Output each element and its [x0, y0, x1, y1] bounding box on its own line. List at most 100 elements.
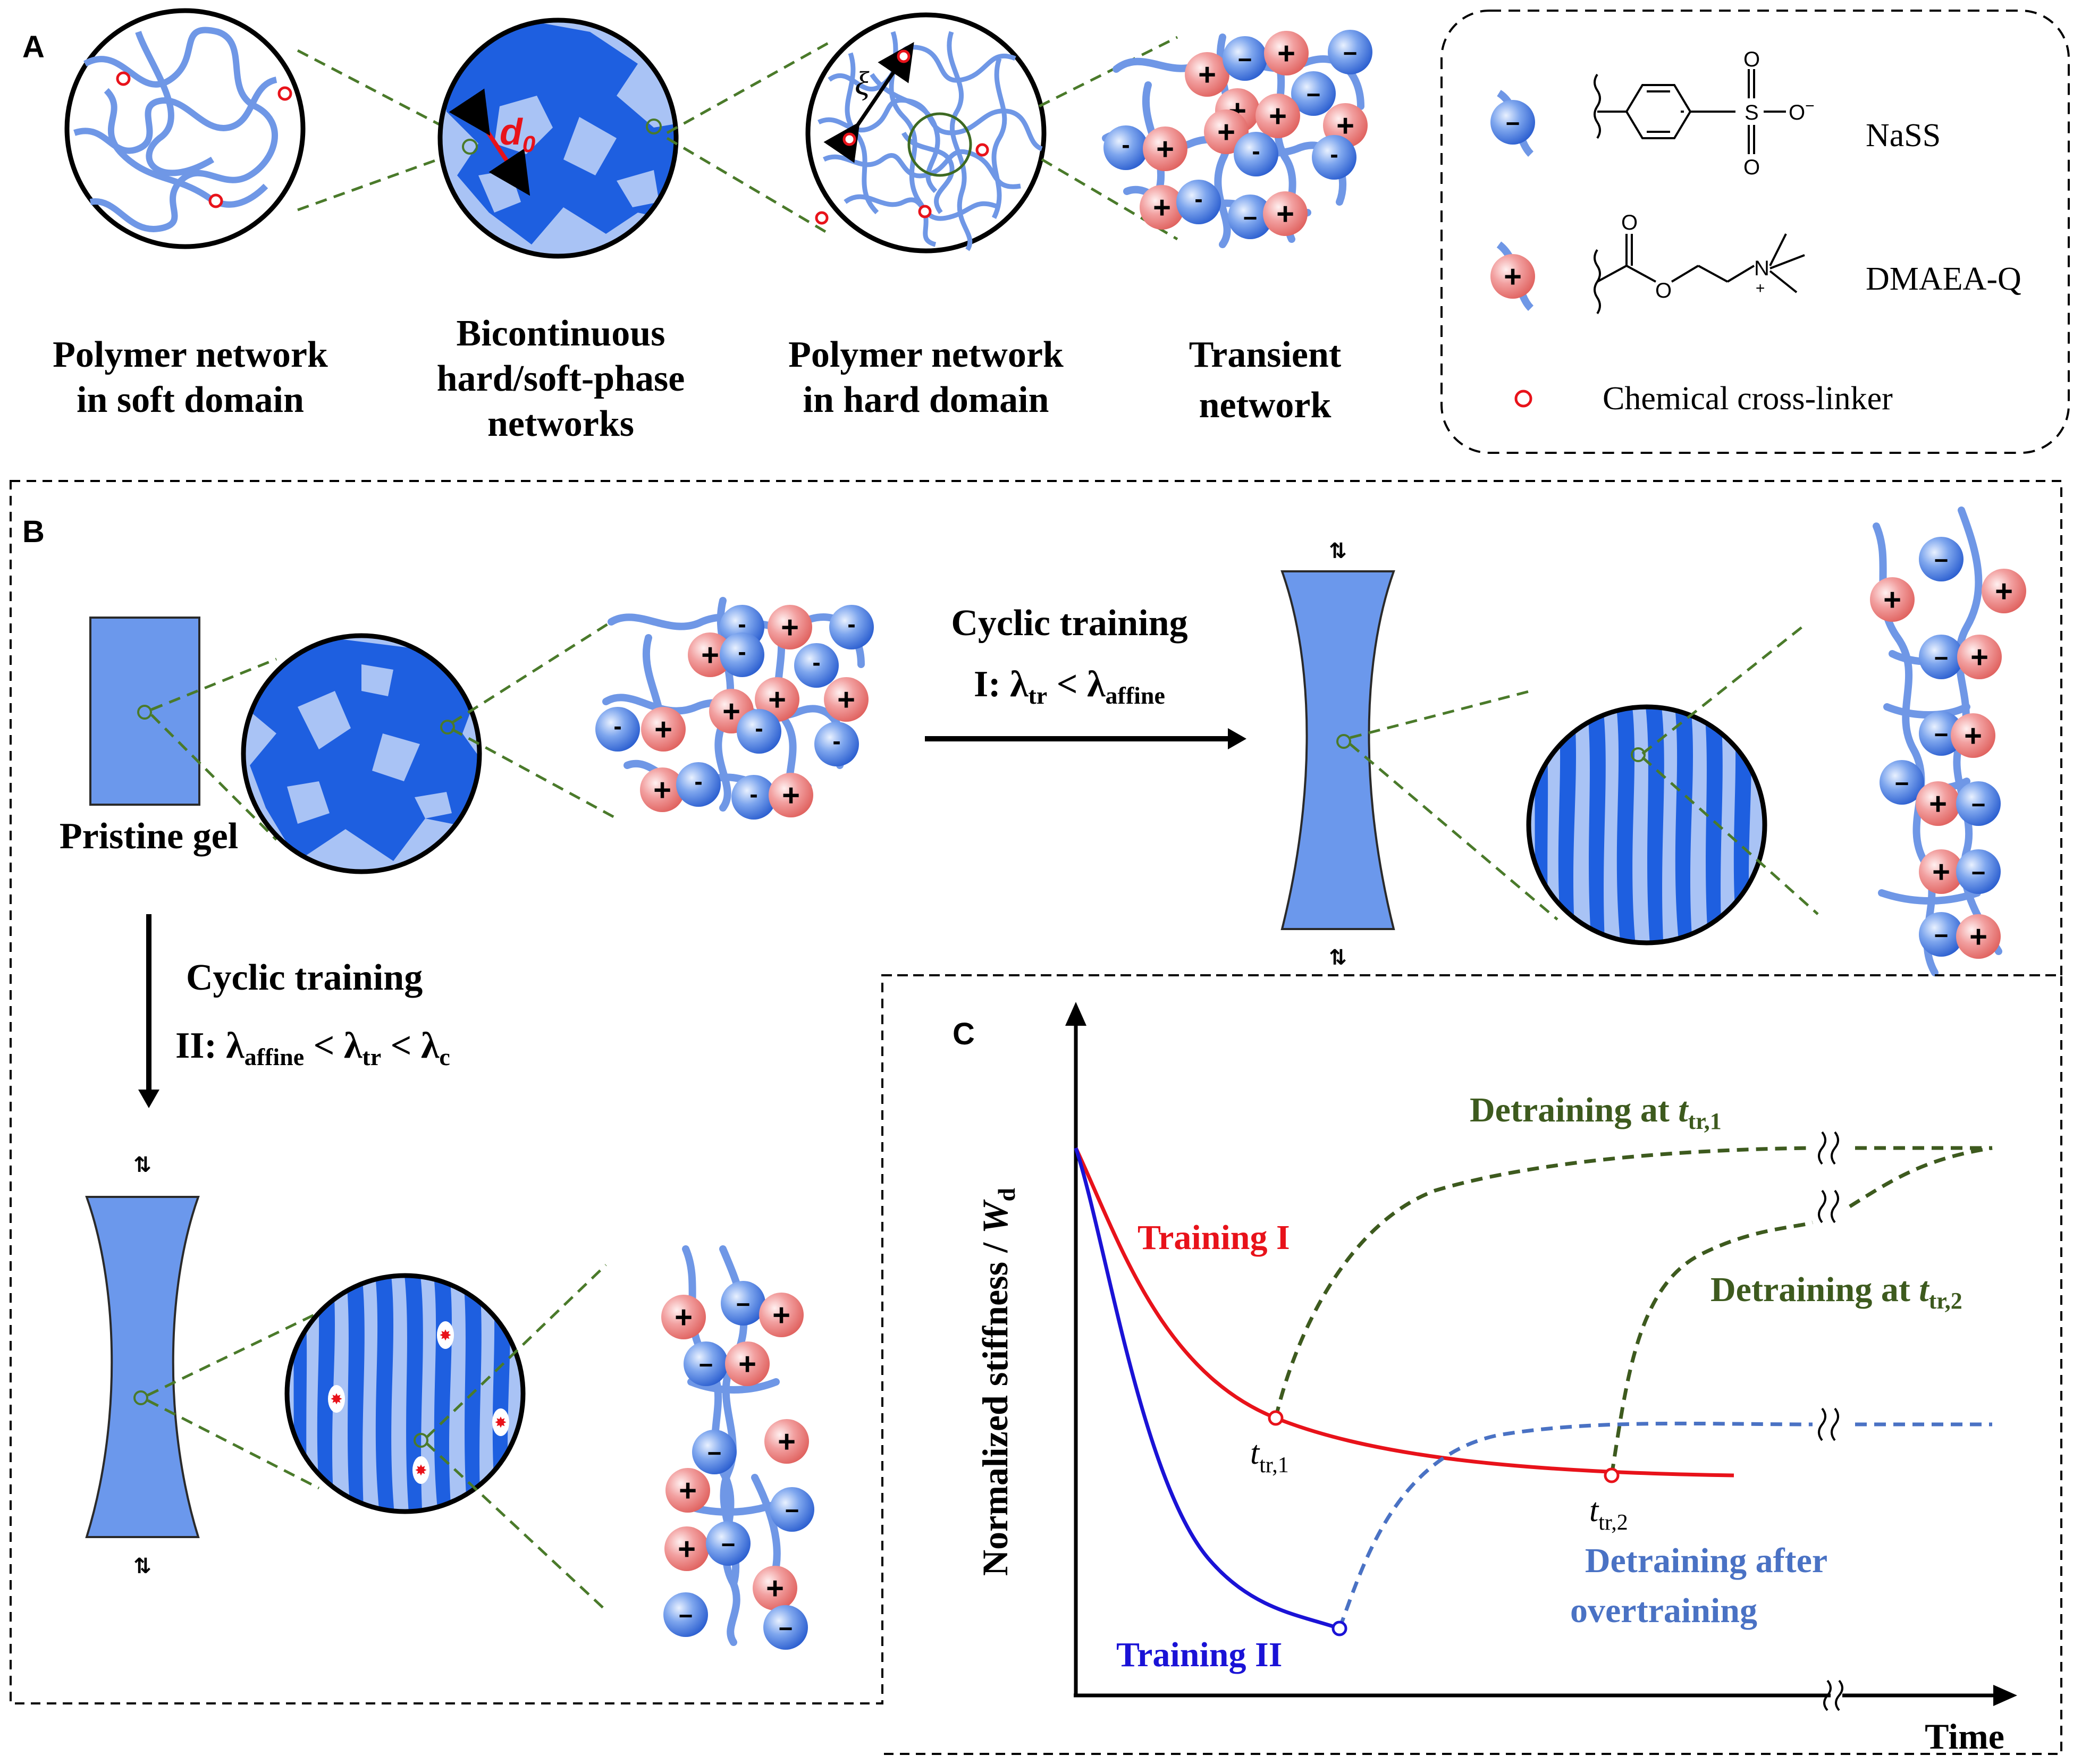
- svg-text:-: -: [738, 610, 746, 638]
- svg-text:−: −: [1243, 204, 1258, 232]
- xi-label: ξ: [855, 64, 870, 102]
- svg-text:-: -: [613, 712, 621, 740]
- svg-text:−: −: [1934, 721, 1949, 748]
- ion-minus: −: [1919, 912, 1964, 957]
- svg-text:+: +: [1198, 57, 1216, 92]
- ion-plus: +: [768, 605, 812, 649]
- legend-cation-icon: +: [1490, 254, 1535, 299]
- ion-plus: +: [688, 632, 732, 677]
- ion-plus: +: [661, 1295, 706, 1339]
- nass-structure: [1594, 69, 1786, 154]
- pristine-gel-block: [89, 617, 200, 806]
- svg-text:-: -: [812, 648, 820, 676]
- training2-condition: II: λaffine < λtr < λc: [175, 1025, 450, 1070]
- svg-text:-: -: [1330, 140, 1338, 168]
- ion-group-a: + − + − − + + + + - - - + + - − +: [1103, 30, 1372, 239]
- pristine-gel-label: Pristine gel: [60, 816, 238, 857]
- ion-plus: +: [641, 707, 686, 752]
- ion-plus: +: [764, 1419, 809, 1464]
- legend-anion-icon: −: [1490, 100, 1535, 145]
- svg-text:−: −: [1971, 791, 1986, 818]
- damage-site: ✸: [328, 1385, 345, 1413]
- svg-text:−: −: [1934, 546, 1949, 574]
- soft-domain-circle: [64, 8, 306, 249]
- ion-minus: -: [731, 775, 776, 820]
- svg-text:+: +: [778, 1424, 796, 1459]
- detrain2-curve: [1609, 1220, 1814, 1476]
- svg-text:+: +: [679, 1473, 697, 1508]
- ion-plus: +: [769, 773, 813, 817]
- ion-plus: +: [1185, 52, 1229, 97]
- break-mark: [1817, 1131, 1849, 1441]
- training1-title: Cyclic training: [951, 603, 1187, 644]
- crosslinker-dot: [277, 86, 292, 101]
- ion-minus: -: [1176, 180, 1221, 224]
- trained-stripes-circle-1: [1526, 704, 1767, 946]
- training2-curve: [1074, 1147, 1341, 1631]
- panel-c: C Normalized stiffness / Wd Time: [882, 974, 2062, 1757]
- svg-text:−: −: [707, 1439, 722, 1467]
- ion-minus: −: [1223, 36, 1267, 81]
- caption-transient-line1: Transient: [1189, 334, 1342, 375]
- svg-text:+: +: [1217, 115, 1235, 149]
- nass-o-minus: O−: [1789, 97, 1815, 124]
- ion-plus: +: [725, 1341, 770, 1386]
- svg-text:+: +: [1277, 36, 1295, 71]
- pristine-bicontinuous-circle: [241, 633, 482, 874]
- ion-minus: −: [770, 1487, 814, 1532]
- svg-text:-: -: [1252, 137, 1260, 165]
- svg-text:-: -: [738, 638, 746, 665]
- svg-text:+: +: [1995, 574, 2013, 609]
- ion-minus: −: [1956, 849, 2001, 894]
- ion-minus: −: [663, 1592, 708, 1637]
- ion-plus: +: [1956, 914, 2001, 959]
- svg-text:−: −: [699, 1351, 713, 1379]
- overtrained-ladder: + − + − + + − + − + − + − −: [661, 1245, 814, 1650]
- ion-minus: -: [720, 632, 764, 677]
- x-axis-label: Time: [1925, 1716, 2004, 1757]
- svg-text:✸: ✸: [494, 1414, 507, 1431]
- svg-text:−: −: [779, 1615, 793, 1642]
- svg-text:-: -: [755, 714, 763, 742]
- ion-minus: −: [1328, 30, 1372, 74]
- svg-text:-: -: [1194, 185, 1202, 213]
- trained-gel-2: [85, 1196, 200, 1538]
- svg-text:+: +: [654, 712, 672, 747]
- ion-minus: −: [692, 1430, 737, 1474]
- d0-label: d0: [500, 111, 536, 157]
- ion-minus: −: [1919, 711, 1964, 756]
- ion-minus: −: [1919, 635, 1964, 679]
- svg-text:−: −: [785, 1497, 799, 1524]
- stretch-arrow-icon: ⇅: [133, 1554, 151, 1579]
- svg-text:+: +: [1932, 855, 1950, 889]
- legend-dmaea-label: DMAEA-Q: [1866, 261, 2021, 297]
- svg-text:+: +: [766, 1571, 784, 1606]
- svg-text:✸: ✸: [439, 1327, 451, 1344]
- svg-text:+: +: [1153, 190, 1171, 225]
- svg-text:+: +: [837, 682, 855, 717]
- ion-plus: +: [664, 1526, 709, 1571]
- svg-text:−: −: [1934, 644, 1949, 672]
- svg-text:+: +: [722, 694, 740, 729]
- y-axis-label: Normalized stiffness / Wd: [975, 1188, 1020, 1576]
- svg-text:−: −: [1238, 46, 1252, 73]
- trained-gel-1: [1280, 570, 1395, 930]
- legend-nass-label: NaSS: [1866, 117, 1941, 154]
- ion-minus: -: [814, 722, 859, 766]
- ion-minus: -: [829, 605, 874, 649]
- dmaea-o-ester: O: [1655, 279, 1672, 302]
- svg-text:+: +: [738, 1347, 756, 1381]
- ion-minus: −: [1880, 760, 1924, 805]
- svg-text:+: +: [1156, 132, 1174, 166]
- legend-crosslinker-icon: [1514, 390, 1532, 408]
- svg-text:+: +: [701, 638, 719, 672]
- stretch-arrow-icon: ⇅: [1329, 946, 1347, 970]
- svg-text:+: +: [781, 610, 799, 645]
- dmaea-structure: [1594, 233, 1805, 315]
- overtrain-marker: [1332, 1620, 1347, 1636]
- pristine-transient-network: - + - + - - + + + - + - - + - - +: [595, 597, 874, 820]
- ion-minus: −: [684, 1341, 728, 1386]
- ion-plus: +: [1140, 185, 1184, 230]
- svg-text:+: +: [768, 682, 786, 717]
- ion-plus: +: [1263, 191, 1308, 236]
